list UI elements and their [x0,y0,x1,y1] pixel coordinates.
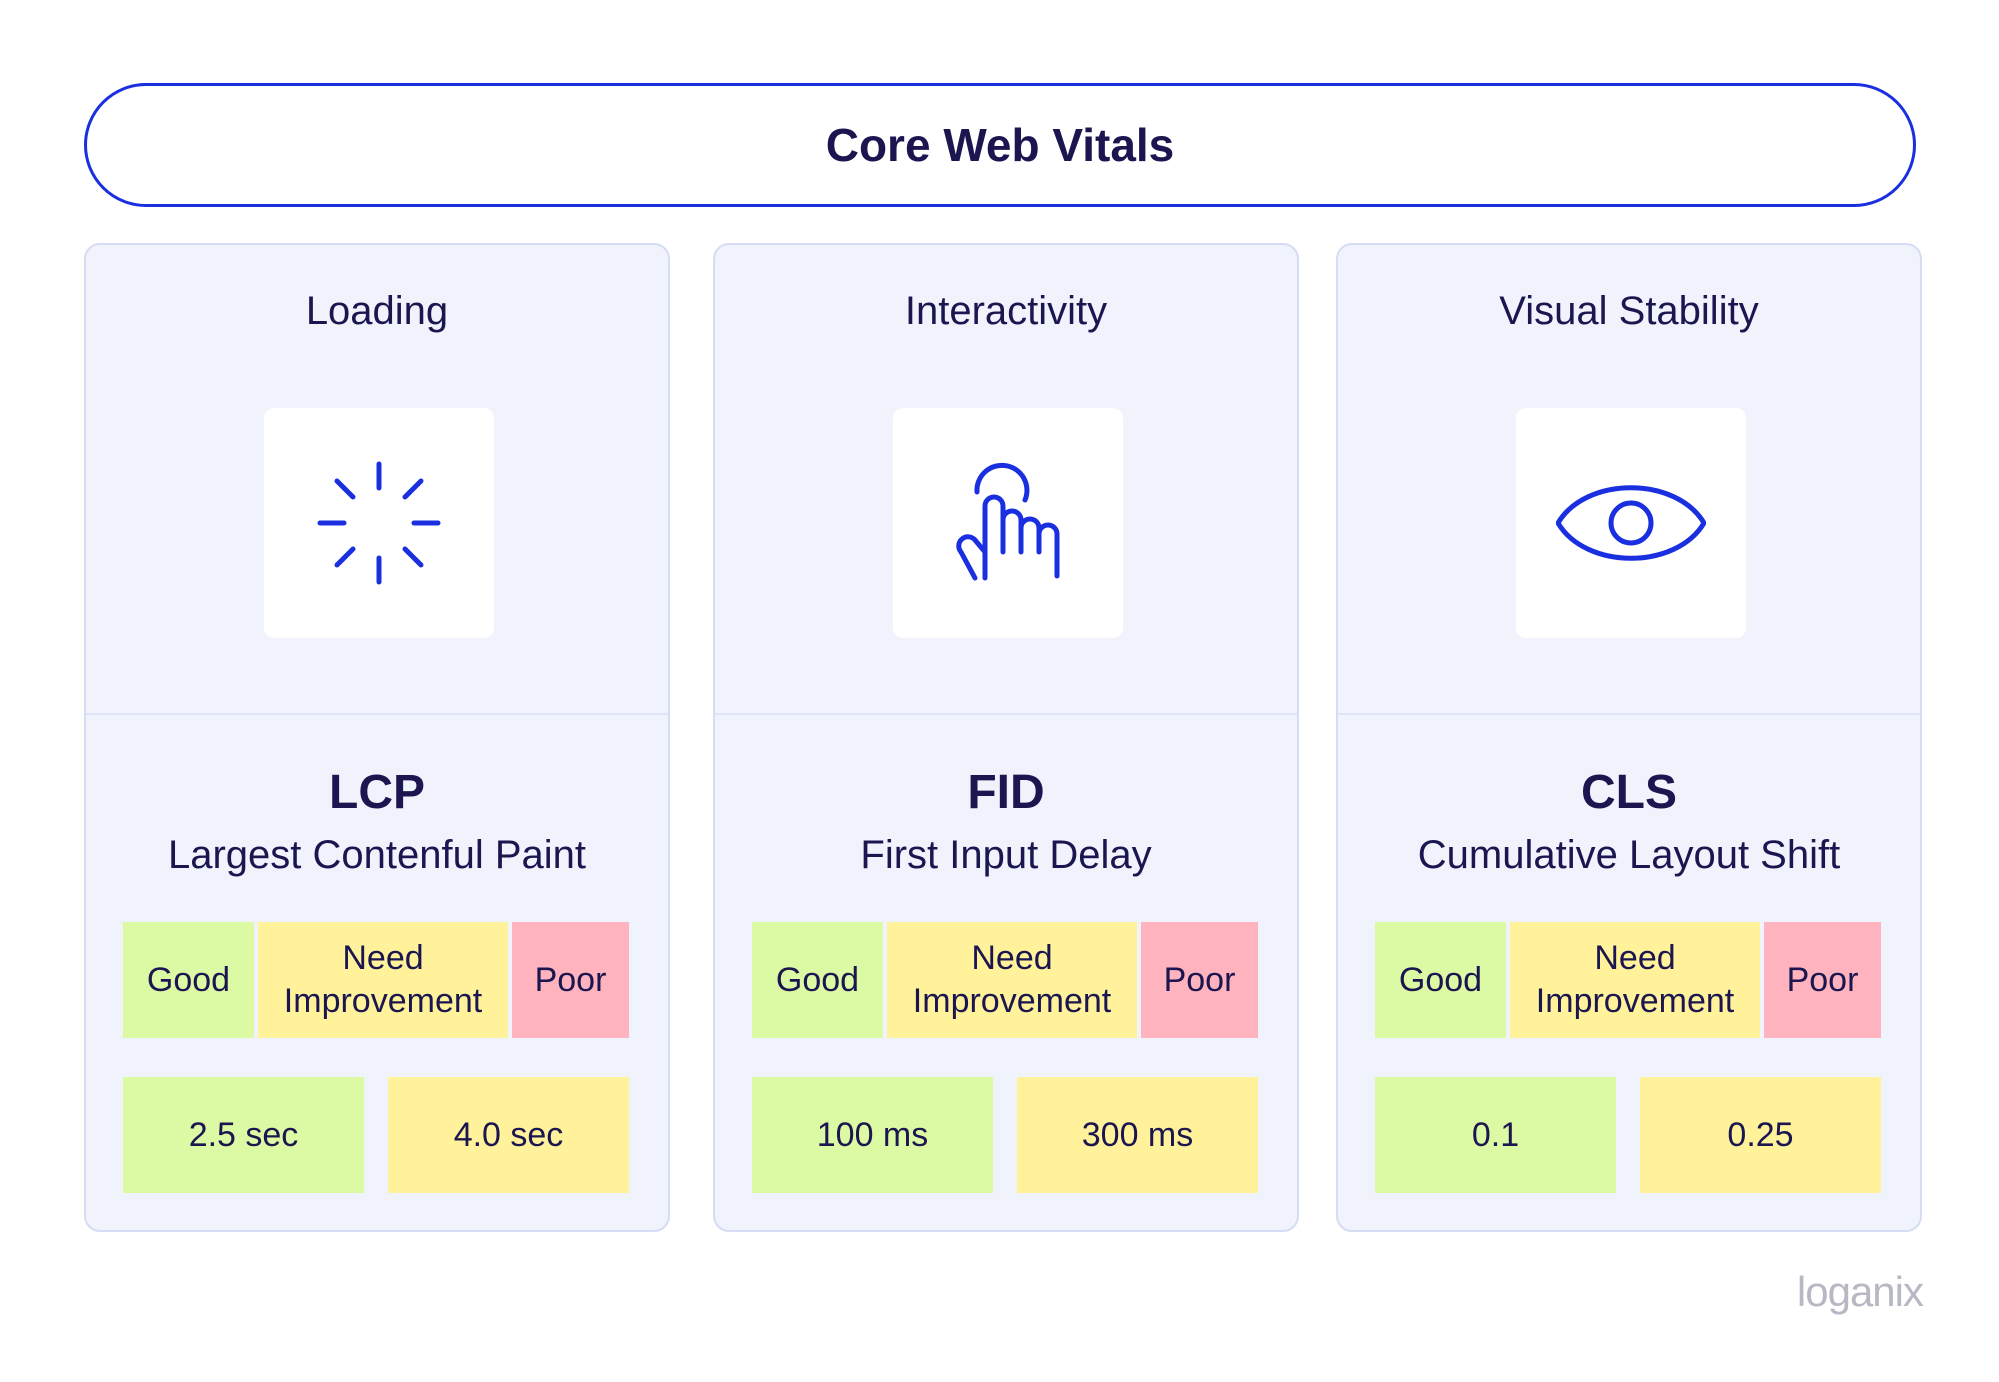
loading-spinner-icon [317,461,441,585]
rating-scale: Good Need Improvement Poor [1375,922,1881,1038]
metric-abbreviation: CLS [1581,766,1677,819]
rating-good: Good [1375,922,1506,1038]
brand-logo: loganix [1796,1268,1924,1315]
rating-poor: Poor [512,922,629,1038]
card-interactivity: Interactivity FID First Input Delay Good… [713,243,1299,1232]
card-visual-stability: Visual Stability CLS Cumulative Layout S… [1336,243,1922,1232]
card-divider [86,713,668,715]
rating-need-improvement: Need Improvement [887,922,1137,1038]
title-banner: Core Web Vitals [84,83,1916,207]
threshold-need-improvement: 0.25 [1640,1077,1881,1193]
rating-need-improvement: Need Improvement [1510,922,1760,1038]
metric-abbreviation: LCP [329,766,425,819]
pointer-hand-icon [956,462,1060,581]
threshold-need-improvement: 4.0 sec [388,1077,629,1193]
threshold-good: 0.1 [1375,1077,1616,1193]
threshold-row: 100 ms 300 ms [752,1077,1258,1193]
page-title: Core Web Vitals [825,119,1175,171]
threshold-good: 100 ms [752,1077,993,1193]
card-divider [715,713,1297,715]
metric-abbreviation: FID [967,766,1045,819]
icon-box [893,408,1123,638]
metric-name: Cumulative Layout Shift [1417,833,1841,877]
rating-poor: Poor [1764,922,1881,1038]
rating-good: Good [752,922,883,1038]
card-category: Interactivity [904,289,1108,333]
icon-box [264,408,494,638]
card-category: Visual Stability [1499,289,1759,333]
threshold-good: 2.5 sec [123,1077,364,1193]
rating-scale: Good Need Improvement Poor [752,922,1258,1038]
rating-poor: Poor [1141,922,1258,1038]
threshold-row: 2.5 sec 4.0 sec [123,1077,629,1193]
threshold-row: 0.1 0.25 [1375,1077,1881,1193]
metric-name: First Input Delay [860,833,1152,877]
card-category: Loading [305,289,449,333]
icon-box [1516,408,1746,638]
eye-icon [1556,485,1706,561]
rating-good: Good [123,922,254,1038]
threshold-need-improvement: 300 ms [1017,1077,1258,1193]
rating-scale: Good Need Improvement Poor [123,922,629,1038]
card-divider [1338,713,1920,715]
rating-need-improvement: Need Improvement [258,922,508,1038]
metric-name: Largest Contenful Paint [167,833,587,877]
card-loading: Loading LCP Largest Contenful Paint Good… [84,243,670,1232]
